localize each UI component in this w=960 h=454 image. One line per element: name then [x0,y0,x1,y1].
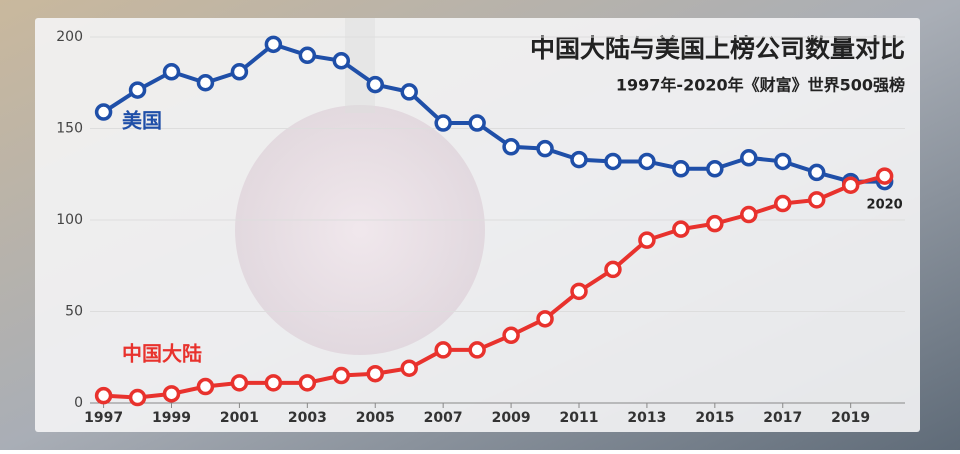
data-point [264,35,283,54]
data-point [434,114,452,132]
data-point [94,386,113,405]
data-point [332,52,351,70]
x-tick-label: 2019 [831,410,870,426]
data-point [94,103,113,121]
y-tick-label: 0 [74,395,83,411]
data-point [230,63,249,81]
data-point [672,220,690,238]
tower-decoration [235,105,485,355]
data-point [841,176,860,194]
series-label: 中国大陆 [122,342,202,366]
data-point [638,231,656,249]
data-point [298,46,317,65]
series-label: 美国 [122,109,162,133]
data-point [875,167,894,185]
y-tick-label: 200 [56,29,83,45]
y-tick-label: 150 [56,121,83,137]
data-point [536,139,554,158]
x-tick-label: 2013 [627,410,666,426]
x-tick-label: 1999 [152,410,191,426]
x-tick-label: 2009 [492,410,531,426]
chart-subtitle: 1997年-2020年《财富》世界500强榜 [616,76,905,95]
data-point [128,388,147,407]
data-point [740,149,758,167]
plot-area: 0 50 100 150 200 1997 1999 2001 2003 2005 2007 2009… [56,29,905,426]
data-point [706,160,724,178]
data-point [298,374,317,392]
data-point [807,191,826,209]
x-tick-label: 2005 [356,410,395,426]
data-point [468,341,486,359]
x-tick-label: 2011 [560,410,599,426]
data-point [570,150,588,169]
data-point [604,152,622,171]
data-point [366,75,384,94]
data-point [774,194,792,213]
data-point [807,163,826,182]
data-point [366,364,384,383]
data-point [162,63,181,81]
x-tick-label: 2007 [424,410,463,426]
x-tick-label: 2003 [288,410,327,426]
data-point [536,310,554,328]
y-tick-label: 50 [65,304,83,320]
chart-title: 中国大陆与美国上榜公司数量对比 [530,34,905,63]
data-point [570,282,588,301]
data-point [672,160,690,178]
data-point [604,260,622,279]
x-tick-label: 1997 [84,410,123,426]
data-point [230,374,249,392]
data-point [400,83,418,101]
data-point [468,114,486,132]
x-tick-label: 2001 [220,410,259,426]
data-point [706,214,724,233]
data-point [332,366,351,385]
data-point [774,152,792,171]
data-point [502,138,520,156]
y-tick-label: 100 [56,212,83,228]
data-point [128,81,147,99]
annotation: 2020 [867,198,903,213]
x-tick-label: 2015 [695,410,734,426]
data-point [264,374,283,392]
data-point [502,326,520,345]
data-point [162,385,181,403]
data-point [434,341,452,359]
data-point [196,74,215,92]
data-point [638,152,656,171]
x-tick-label: 2017 [763,410,802,426]
data-point [740,205,758,224]
data-point [196,377,215,396]
data-point [400,359,418,377]
